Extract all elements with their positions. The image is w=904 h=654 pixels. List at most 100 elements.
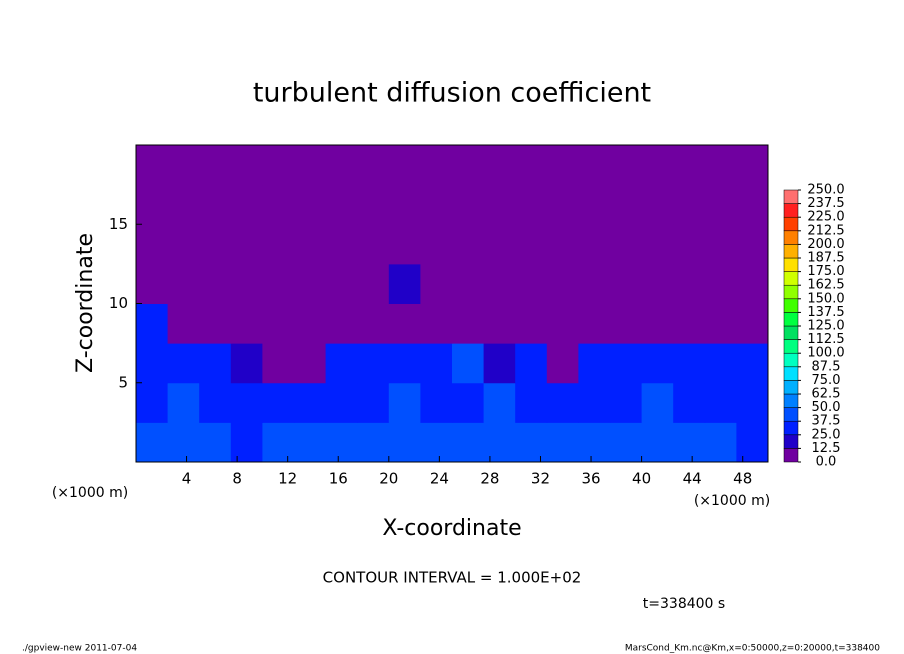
heat-cell xyxy=(483,343,516,384)
heat-cell xyxy=(136,263,169,304)
heat-cell xyxy=(167,263,200,304)
heat-cell xyxy=(610,422,643,463)
colorbar-label: 112.5 xyxy=(807,332,844,347)
colorbar-label: 137.5 xyxy=(807,305,844,320)
heat-cell xyxy=(452,184,485,225)
heat-cell xyxy=(578,303,611,344)
heat-cell xyxy=(167,343,200,384)
colorbar-label: 12.5 xyxy=(812,441,841,456)
heat-cell xyxy=(230,422,263,463)
heat-cell xyxy=(294,224,327,265)
heat-cell xyxy=(610,224,643,265)
heat-cell xyxy=(578,224,611,265)
heat-cell xyxy=(230,145,263,186)
heat-cell xyxy=(673,263,706,304)
colorbar-swatch xyxy=(783,420,799,436)
heat-cell xyxy=(230,343,263,384)
heat-cell xyxy=(388,343,421,384)
x-tick-label: 4 xyxy=(182,470,192,488)
y-tick-label: 10 xyxy=(109,294,128,312)
heat-cell xyxy=(167,184,200,225)
heat-cell xyxy=(230,184,263,225)
heat-cell xyxy=(736,303,769,344)
heat-cell xyxy=(515,382,548,423)
heat-cell xyxy=(610,382,643,423)
colorbar-swatch xyxy=(783,407,799,422)
heat-cell xyxy=(673,343,706,384)
heat-cell xyxy=(388,184,421,225)
colorbar-label: 0.0 xyxy=(816,455,837,470)
heat-cell xyxy=(578,382,611,423)
chart-title: turbulent diffusion coefficient xyxy=(253,78,651,109)
heat-cell xyxy=(357,145,390,186)
annotation: CONTOUR INTERVAL = 1.000E+02 xyxy=(323,569,582,587)
heat-cell xyxy=(262,145,295,186)
heat-cell xyxy=(578,422,611,463)
heat-cell xyxy=(452,145,485,186)
colorbar-swatch xyxy=(783,312,799,327)
heat-cell xyxy=(230,303,263,344)
heat-cell xyxy=(262,224,295,265)
heat-cell xyxy=(262,343,295,384)
x-tick-label: 36 xyxy=(581,470,600,488)
heat-cell xyxy=(294,303,327,344)
heat-cell xyxy=(199,145,232,186)
heat-cell xyxy=(199,303,232,344)
heat-cell xyxy=(673,382,706,423)
heat-cell xyxy=(388,145,421,186)
x-tick-label: 48 xyxy=(733,470,752,488)
colorbar-label: 50.0 xyxy=(812,400,841,415)
heat-cell xyxy=(546,184,579,225)
colorbar-label: 37.5 xyxy=(812,414,841,429)
heat-cell xyxy=(294,343,327,384)
heat-cell xyxy=(136,422,169,463)
heat-cell xyxy=(610,263,643,304)
colorbar-swatch xyxy=(783,352,799,368)
footer-right: MarsCond_Km.nc@Km,x=0:50000,z=0:20000,t=… xyxy=(625,644,880,654)
heat-cell xyxy=(704,303,737,344)
x-axis-label: X-coordinate xyxy=(382,516,521,541)
heat-cell xyxy=(325,422,358,463)
y-tick-label: 15 xyxy=(109,215,128,233)
heat-cell xyxy=(736,422,769,463)
heat-cell xyxy=(325,263,358,304)
x-unit: (×1000 m) xyxy=(694,493,770,509)
heat-cell xyxy=(136,145,169,186)
time-label: t=338400 s xyxy=(643,596,725,612)
heat-cell xyxy=(420,303,453,344)
heat-cell xyxy=(325,303,358,344)
heat-cell xyxy=(610,343,643,384)
heat-cell xyxy=(515,303,548,344)
heat-cell xyxy=(546,382,579,423)
colorbar-swatch xyxy=(783,298,799,313)
heat-cell xyxy=(230,382,263,423)
heat-cell xyxy=(167,382,200,423)
colorbar-label: 125.0 xyxy=(807,319,844,334)
heat-cell xyxy=(736,145,769,186)
heat-cell xyxy=(262,184,295,225)
heat-cell xyxy=(420,382,453,423)
heat-cell xyxy=(388,382,421,423)
heat-cell xyxy=(641,343,674,384)
heat-cell xyxy=(452,382,485,423)
heat-cell xyxy=(673,145,706,186)
heat-cell xyxy=(388,303,421,344)
colorbar-swatch xyxy=(783,271,799,286)
heat-cell xyxy=(136,303,169,344)
colorbar-swatch xyxy=(783,284,799,300)
heat-cell xyxy=(578,263,611,304)
heat-cell xyxy=(262,303,295,344)
colorbar-label: 150.0 xyxy=(807,291,844,306)
heat-cell xyxy=(294,145,327,186)
heat-cell xyxy=(357,224,390,265)
heat-cell xyxy=(578,343,611,384)
heat-cell xyxy=(704,382,737,423)
heat-cell xyxy=(736,382,769,423)
colorbar-swatch xyxy=(783,203,799,218)
colorbar-swatch xyxy=(783,393,799,408)
heat-cell xyxy=(483,145,516,186)
heat-cell xyxy=(610,145,643,186)
heat-cell xyxy=(704,145,737,186)
heat-cell xyxy=(736,224,769,265)
